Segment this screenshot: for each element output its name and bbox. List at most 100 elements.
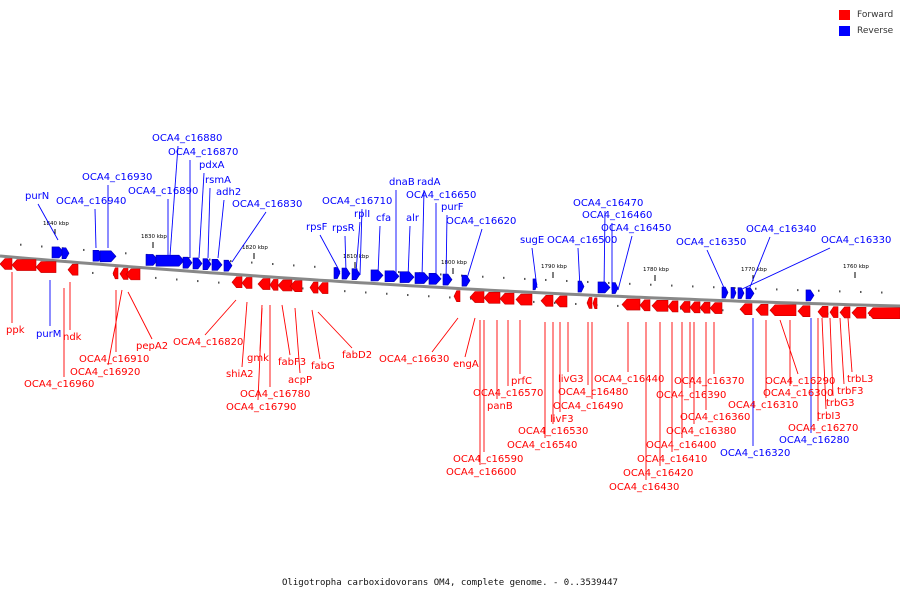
gene-label: OCA4_c16570 bbox=[473, 388, 543, 399]
legend-forward-label: Forward bbox=[857, 10, 894, 20]
gene-label: OCA4_c16830 bbox=[232, 199, 302, 210]
reverse-gene-arrow bbox=[679, 301, 691, 313]
gene-label: OCA4_c16460 bbox=[582, 210, 652, 221]
reverse-gene-arrow bbox=[540, 294, 554, 307]
gene-label: OCA4_c16920 bbox=[70, 367, 140, 378]
scale-tick-label: 1770 kbp bbox=[741, 267, 767, 273]
scale-tick-label: 1810 kbp bbox=[343, 254, 369, 260]
reverse-gene-arrow bbox=[621, 298, 641, 311]
reverse-gene-arrow bbox=[651, 300, 669, 312]
forward-gene-arrow bbox=[730, 287, 737, 299]
reverse-gene-arrow bbox=[317, 282, 329, 294]
gene-label: adh2 bbox=[216, 187, 241, 198]
gene-label: OCA4_c16600 bbox=[446, 467, 516, 478]
gene-leader-line bbox=[319, 234, 341, 273]
forward-gene-arrow bbox=[99, 250, 117, 263]
gene-label: fabD2 bbox=[342, 350, 372, 361]
gene-label: OCA4_c16350 bbox=[676, 237, 746, 248]
track-dot bbox=[692, 285, 694, 288]
gene-label: livF3 bbox=[550, 414, 574, 425]
reverse-gene-arrow bbox=[119, 268, 129, 280]
gene-label: OCA4_c16790 bbox=[226, 402, 296, 413]
gene-leader-line bbox=[847, 317, 853, 373]
track-dot bbox=[524, 277, 526, 280]
gene-label: purN bbox=[25, 191, 49, 202]
track-dot bbox=[587, 280, 589, 283]
legend-forward: Forward bbox=[839, 10, 893, 20]
reverse-gene-arrow bbox=[769, 304, 797, 317]
reverse-gene-arrow bbox=[592, 297, 598, 310]
forward-gene-arrow bbox=[145, 254, 159, 266]
gene-label: panB bbox=[487, 401, 513, 412]
track-dot bbox=[533, 300, 535, 303]
track-dot bbox=[881, 291, 883, 294]
reverse-gene-arrow bbox=[667, 300, 679, 313]
gene-label: shiA2 bbox=[226, 369, 254, 380]
reverse-gene-arrow bbox=[699, 301, 711, 314]
gene-leader-line bbox=[355, 221, 361, 273]
track-dot bbox=[251, 261, 253, 264]
gene-leader-line bbox=[207, 187, 211, 259]
gene-label: OCA4_c16470 bbox=[573, 198, 643, 209]
track-dot bbox=[176, 278, 178, 281]
track-dot bbox=[776, 288, 778, 291]
track-dot bbox=[92, 271, 94, 274]
gene-label: OCA4_c16820 bbox=[173, 337, 243, 348]
gene-leader-line bbox=[231, 211, 267, 263]
legend-forward-swatch bbox=[839, 10, 850, 20]
gene-label: OCA4_c16400 bbox=[646, 440, 716, 451]
gene-label: OCA4_c16330 bbox=[821, 235, 891, 246]
scale-tick-label: 1790 kbp bbox=[541, 264, 567, 270]
gene-label: trbG3 bbox=[826, 398, 855, 409]
reverse-gene-arrow bbox=[67, 263, 79, 276]
gene-leader-line bbox=[94, 208, 97, 249]
track-dot bbox=[503, 276, 505, 279]
reverse-gene-arrow bbox=[112, 267, 119, 280]
gene-label: sugE bbox=[520, 235, 544, 246]
gene-leader-line bbox=[464, 317, 476, 358]
track-dot bbox=[440, 273, 442, 276]
gene-label: OCA4_c16620 bbox=[446, 216, 516, 227]
gene-label: OCA4_c16540 bbox=[507, 440, 577, 451]
reverse-gene-arrow bbox=[515, 293, 533, 306]
genome-backbone bbox=[0, 254, 900, 308]
gene-label: OCA4_c16280 bbox=[779, 435, 849, 446]
track-dot bbox=[428, 295, 430, 298]
track-dot bbox=[398, 271, 400, 274]
forward-gene-arrow bbox=[384, 270, 400, 283]
track-dot bbox=[218, 281, 220, 284]
gene-label: rpsF bbox=[306, 222, 328, 233]
gene-leader-line bbox=[241, 301, 248, 368]
gene-label: OCA4_c16960 bbox=[24, 379, 94, 390]
gene-leader-line bbox=[747, 236, 771, 293]
reverse-gene-arrow bbox=[867, 307, 900, 319]
gene-leader-line bbox=[445, 214, 448, 283]
track-dot bbox=[680, 307, 682, 310]
forward-gene-arrow bbox=[61, 247, 70, 260]
gene-leader-line bbox=[821, 317, 827, 410]
forward-gene-arrow bbox=[399, 271, 415, 283]
track-dot bbox=[155, 276, 157, 279]
scale-tick-label: 1800 kbp bbox=[441, 260, 467, 266]
track-dot bbox=[386, 292, 388, 295]
gene-leader-line bbox=[431, 317, 459, 353]
gene-leader-line bbox=[839, 317, 845, 385]
gene-label: OCA4_c16890 bbox=[128, 186, 198, 197]
gene-label: OCA4_c16310 bbox=[728, 400, 798, 411]
gene-label: rsmA bbox=[205, 175, 231, 186]
gene-leader-line bbox=[421, 189, 425, 279]
gene-leader-line bbox=[829, 317, 834, 397]
gene-label: dnaB bbox=[389, 177, 415, 188]
scale-tick-label: 1760 kbp bbox=[843, 264, 869, 270]
gene-leader-line bbox=[739, 247, 831, 291]
reverse-gene-arrow bbox=[0, 258, 13, 270]
track-dot bbox=[554, 301, 556, 304]
reverse-gene-arrow bbox=[309, 281, 319, 294]
track-dot bbox=[755, 287, 757, 290]
gene-leader-line bbox=[464, 228, 483, 286]
track-dot bbox=[818, 289, 820, 292]
scale-tick-label: 1780 kbp bbox=[643, 267, 669, 273]
track-dot bbox=[197, 280, 199, 283]
reverse-gene-arrow bbox=[483, 292, 501, 304]
